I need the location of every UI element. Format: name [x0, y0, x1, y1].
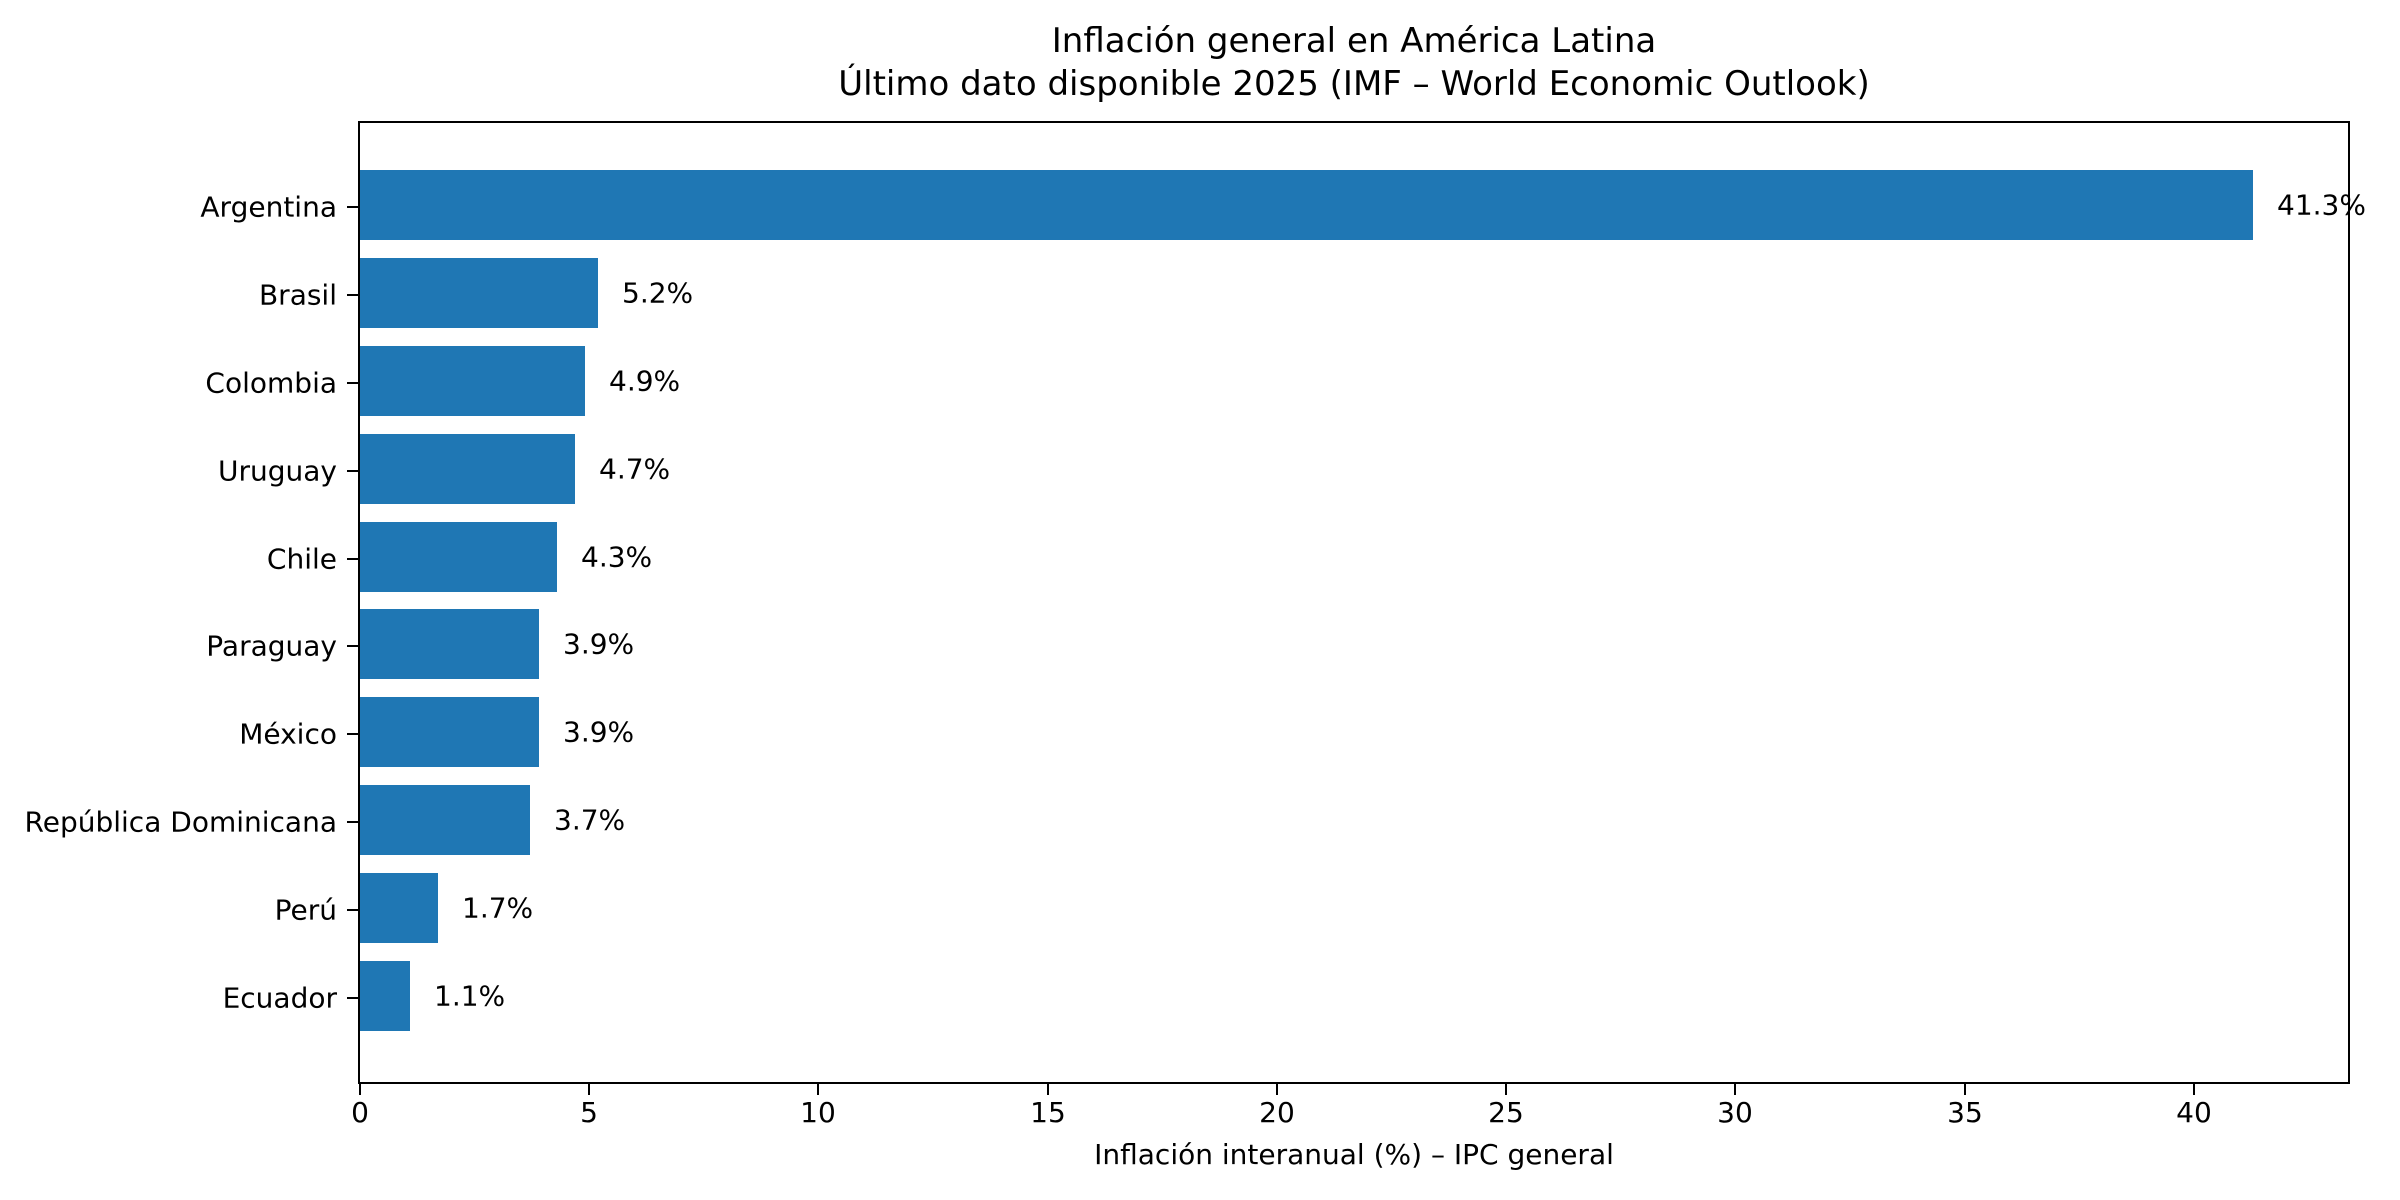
bar-Ecuador: [360, 961, 410, 1031]
bar-value-label: 4.3%: [581, 540, 653, 574]
bar-value-label: 3.9%: [563, 715, 635, 749]
x-tick-mark: [1047, 1084, 1049, 1095]
bar-value-label: 5.2%: [622, 276, 694, 310]
category-label: Perú: [274, 893, 337, 927]
x-tick-label: 15: [1030, 1096, 1066, 1129]
y-axis-labels: Argentina Brasil Colombia Uruguay Chile Parag…: [0, 123, 337, 1082]
category-label: Colombia: [205, 366, 337, 400]
bar-Perú: [360, 873, 438, 943]
x-tick-mark: [2193, 1084, 2195, 1095]
y-tick-mark: [347, 909, 358, 911]
bar-value-label: 3.7%: [554, 803, 626, 837]
x-tick-label: 35: [1947, 1096, 1983, 1129]
bar-Colombia: [360, 346, 585, 416]
y-tick-mark: [347, 294, 358, 296]
bar-Chile: [360, 522, 557, 592]
chart-title-block: Inflación general en América Latina Últi…: [358, 20, 2350, 106]
bar-value-label: 1.1%: [434, 979, 506, 1013]
bar-value-label: 4.9%: [609, 364, 681, 398]
chart-subtitle: Último dato disponible 2025 (IMF – World…: [838, 64, 1870, 104]
x-tick-label: 40: [2176, 1096, 2212, 1129]
x-tick-mark: [1505, 1084, 1507, 1095]
y-tick-mark: [347, 645, 358, 647]
bar-value-label: 4.7%: [599, 452, 671, 486]
x-tick-mark: [817, 1084, 819, 1095]
bar-México: [360, 697, 539, 767]
x-axis-label: Inflación interanual (%) – IPC general: [1094, 1138, 1614, 1171]
x-tick-mark: [359, 1084, 361, 1095]
bar-República Dominicana: [360, 785, 530, 855]
x-tick-label: 5: [580, 1096, 598, 1129]
y-tick-mark: [347, 821, 358, 823]
x-tick-mark: [588, 1084, 590, 1095]
chart-title: Inflación general en América Latina: [1051, 21, 1657, 61]
bar-value-label: 1.7%: [462, 891, 534, 925]
y-tick-mark: [347, 206, 358, 208]
x-tick-mark: [1276, 1084, 1278, 1095]
bar-Uruguay: [360, 434, 575, 504]
y-tick-mark: [347, 733, 358, 735]
bar-value-label: 3.9%: [563, 627, 635, 661]
y-tick-mark: [347, 558, 358, 560]
category-label: México: [239, 717, 337, 751]
category-label: Paraguay: [206, 629, 337, 663]
category-label: Uruguay: [218, 454, 337, 488]
x-tick-mark: [1964, 1084, 1966, 1095]
category-label: Ecuador: [222, 981, 337, 1015]
category-label: Chile: [266, 542, 337, 576]
bar-value-label: 41.3%: [2277, 188, 2366, 222]
category-label: Brasil: [258, 278, 337, 312]
plot-area: 41.3% 5.2% 4.9% 4.7% 4.3% 3.9% 3.9% 3.7% 1.7% 1.1…: [358, 121, 2366, 1084]
bar-Brasil: [360, 258, 598, 328]
x-tick-mark: [1734, 1084, 1736, 1095]
bar-Paraguay: [360, 609, 539, 679]
x-tick-label: 25: [1488, 1096, 1524, 1129]
category-label: República Dominicana: [24, 805, 337, 839]
x-tick-label: 30: [1717, 1096, 1753, 1129]
y-tick-mark: [347, 997, 358, 999]
x-tick-label: 10: [800, 1096, 836, 1129]
bar-Argentina: [360, 170, 2253, 240]
y-tick-mark: [347, 470, 358, 472]
category-label: Argentina: [200, 190, 337, 224]
x-tick-label: 20: [1259, 1096, 1295, 1129]
y-tick-mark: [347, 382, 358, 384]
x-tick-label: 0: [351, 1096, 369, 1129]
